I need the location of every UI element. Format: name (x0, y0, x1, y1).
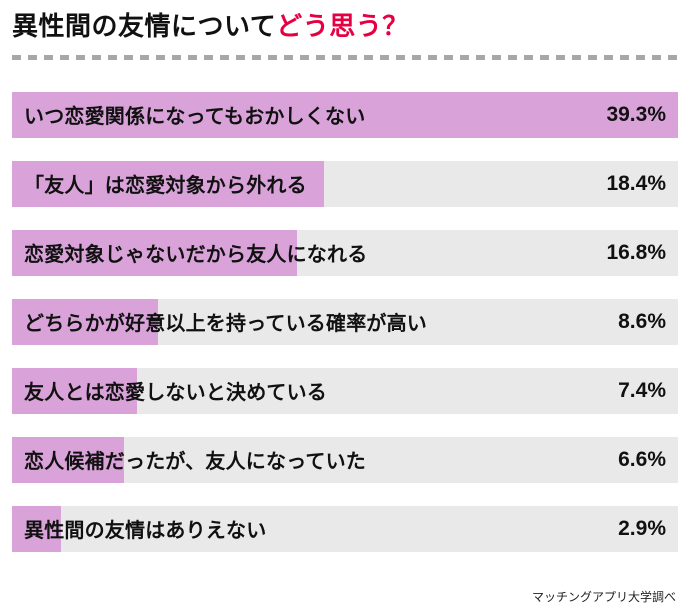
source-note: マッチングアプリ大学調べ (531, 590, 676, 604)
bar-fill (12, 160, 324, 207)
bar-label: 恋人候補だったが、友人になっていた (24, 451, 366, 473)
bar-chart: いつ恋愛関係になってもおかしくない 39.3% 「友人」は恋愛対象から外れる 1… (12, 91, 678, 552)
bar-label: 「友人」は恋愛対象から外れる (24, 175, 307, 197)
bar-label: 異性間の友情はありえない (24, 520, 267, 542)
bar-value: 7.4% (618, 378, 666, 402)
bar-fill (12, 91, 678, 138)
bar-label: どちらかが好意以上を持っている確率が高い (24, 313, 427, 335)
bar-label: いつ恋愛関係になってもおかしくない (24, 106, 366, 128)
bar-fill (12, 298, 158, 345)
bar-value: 39.3% (606, 102, 666, 126)
bar-fill (12, 367, 138, 414)
bar-label: 恋愛対象じゃないだから友人になれる (24, 244, 368, 266)
page-title: 異性間の友情についてどう思う？ (12, 10, 678, 43)
bar-value: 8.6% (618, 309, 666, 333)
bar-row: 恋愛対象じゃないだから友人になれる 16.8% (12, 229, 678, 276)
bar-value: 18.4% (606, 171, 666, 195)
bar-fill (12, 229, 297, 276)
bar-row: どちらかが好意以上を持っている確率が高い 8.6% (12, 298, 678, 345)
title-main: 異性間の友情について (12, 11, 277, 41)
bar-fill (12, 436, 124, 483)
bar-row: 「友人」は恋愛対象から外れる 18.4% (12, 160, 678, 207)
title-accent: どう思う？ (276, 11, 409, 41)
dashed-divider (12, 54, 678, 60)
bar-row: いつ恋愛関係になってもおかしくない 39.3% (12, 91, 678, 138)
bar-value: 16.8% (606, 240, 666, 264)
bar-label: 友人とは恋愛しないと決めている (24, 382, 327, 404)
bar-value: 2.9% (618, 516, 666, 540)
bar-fill (12, 505, 62, 552)
bar-value: 6.6% (618, 447, 666, 471)
bar-row: 恋人候補だったが、友人になっていた 6.6% (12, 436, 678, 483)
bar-row: 異性間の友情はありえない 2.9% (12, 505, 678, 552)
bar-row: 友人とは恋愛しないと決めている 7.4% (12, 367, 678, 414)
